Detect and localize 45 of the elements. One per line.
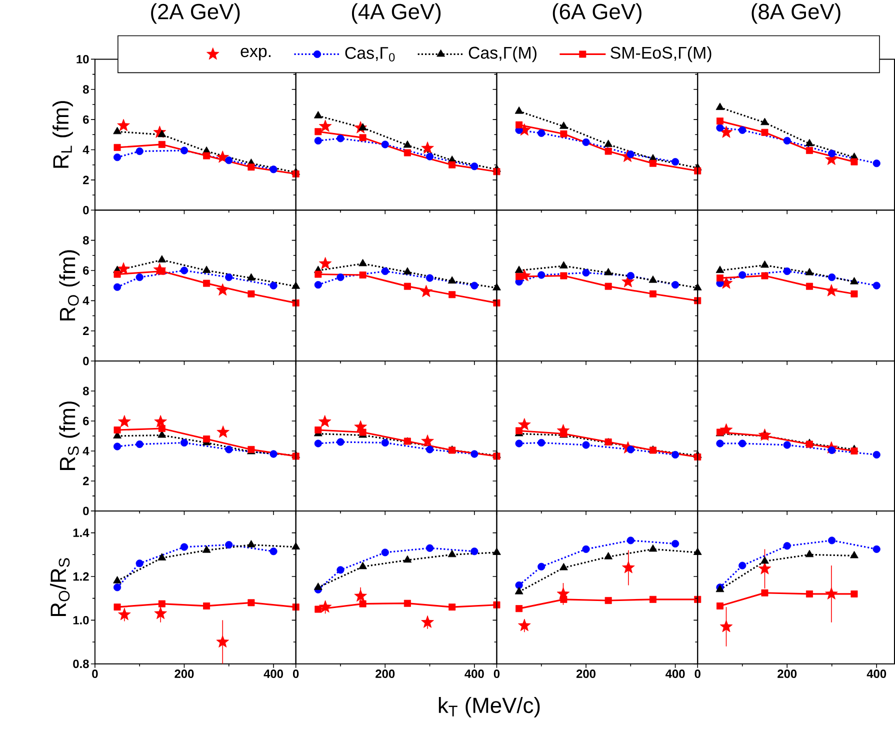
y-tick-label: 10 <box>76 55 89 64</box>
y-tick-label: 1.4 <box>73 528 90 537</box>
x-tick-label: 400 <box>866 670 886 678</box>
y-tick-label: 0.8 <box>73 660 89 668</box>
y-tick-label: 2 <box>83 326 89 336</box>
chart-title: (6A GeV) <box>552 3 642 24</box>
y-tick-label: 8 <box>82 236 89 245</box>
y-axis-title: R$_{L}$ (fm) <box>52 101 73 168</box>
x-tick-label: 200 <box>778 670 797 678</box>
x-tick-label: 0 <box>494 670 500 678</box>
y-tick-label: 4 <box>82 296 90 305</box>
y-tick-label: 6 <box>83 115 89 124</box>
y-tick-label: 6 <box>83 266 89 275</box>
y-tick-label: 4 <box>82 446 90 456</box>
y-axis-title: R$_{O}$/R$_{S}$ <box>50 558 70 616</box>
y-tick-label: 8 <box>82 386 89 396</box>
y-tick-label: 0 <box>83 506 89 516</box>
y-tick-label: 0 <box>83 206 89 214</box>
legend-label: Cas,Γ(M) <box>468 46 536 62</box>
chart-title: (8A GeV) <box>752 3 840 24</box>
x-tick-label: 200 <box>376 670 395 678</box>
y-tick-label: 2 <box>83 176 89 184</box>
x-axis-title: k$_{T}$ (MeV/c) <box>438 697 540 718</box>
chart-title: (4A GeV) <box>352 3 441 24</box>
y-tick-label: 4 <box>82 146 90 154</box>
x-tick-label: 200 <box>174 670 194 678</box>
y-tick-label: 2 <box>83 476 89 486</box>
x-tick-label: 400 <box>666 670 685 678</box>
legend-label: Cas,Γ$_{0}$ <box>345 47 395 62</box>
x-tick-label: 400 <box>464 670 484 678</box>
y-axis-title: R$_{O}$ (fm) <box>59 250 80 320</box>
y-axis-title: R$_{S}$ (fm) <box>59 402 80 470</box>
chart-title: (2A GeV) <box>151 3 240 24</box>
x-tick-label: 0 <box>92 670 98 678</box>
y-tick-label: 0 <box>83 356 89 366</box>
legend-label: SM-EoS,Γ(M) <box>610 46 712 62</box>
x-tick-label: 0 <box>694 670 700 678</box>
y-tick-label: 8 <box>82 85 89 94</box>
x-tick-label: 400 <box>264 670 283 678</box>
x-tick-label: 200 <box>576 670 596 678</box>
legend-label: exp. <box>240 48 271 61</box>
x-tick-label: 0 <box>292 670 299 678</box>
y-tick-label: 1.0 <box>73 616 89 624</box>
y-tick-label: 1.2 <box>73 572 89 581</box>
y-tick-label: 6 <box>83 416 89 426</box>
